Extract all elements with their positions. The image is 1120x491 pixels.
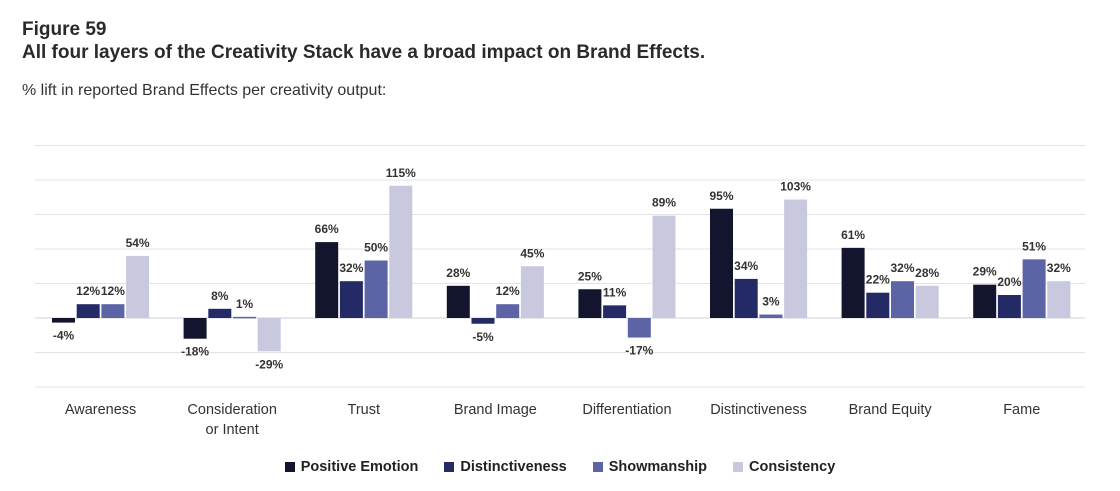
data-label: 50% <box>364 241 388 255</box>
bar <box>710 208 733 318</box>
bar <box>52 318 75 323</box>
bar <box>446 285 470 318</box>
bar <box>315 242 339 318</box>
data-label: 32% <box>1047 261 1071 275</box>
bar <box>183 318 207 339</box>
data-label: 1% <box>236 297 254 311</box>
data-label: 95% <box>709 189 733 203</box>
category-label: Consideration <box>187 402 276 418</box>
data-label: 45% <box>520 246 544 260</box>
data-label: -4% <box>53 329 75 343</box>
data-label: 29% <box>973 265 997 279</box>
bar <box>208 308 232 318</box>
bar <box>389 185 413 318</box>
data-label: 3% <box>762 295 780 309</box>
data-label: 8% <box>211 289 229 303</box>
data-label: 66% <box>315 222 339 236</box>
category-label: Differentiation <box>582 402 671 418</box>
figure-label: Figure 59 <box>22 19 107 40</box>
data-label: 25% <box>578 269 602 283</box>
data-label: -5% <box>472 330 494 344</box>
data-label: 32% <box>890 261 914 275</box>
data-label: 32% <box>339 261 363 275</box>
legend-swatch <box>592 462 603 472</box>
bar <box>866 292 890 318</box>
legend: Positive Emotion Distinctiveness Showman… <box>0 459 1120 475</box>
bar <box>734 278 758 318</box>
category-label: Awareness <box>65 402 136 418</box>
category-label: Fame <box>1003 402 1040 418</box>
bar <box>101 304 125 318</box>
bar <box>627 318 651 338</box>
legend-item-showmanship: Showmanship <box>592 459 708 475</box>
legend-label: Distinctiveness <box>460 459 567 475</box>
category-label: or Intent <box>206 422 259 438</box>
bar <box>126 255 150 318</box>
category-label: Distinctiveness <box>710 402 807 418</box>
bar <box>76 304 100 318</box>
bar <box>471 318 495 324</box>
bar <box>784 199 808 318</box>
category-label: Trust <box>348 402 381 418</box>
data-label: 89% <box>652 196 676 210</box>
legend-item-consistency: Consistency <box>733 459 835 475</box>
data-label: 103% <box>780 180 811 194</box>
data-label: 34% <box>734 259 758 273</box>
data-label: 20% <box>997 275 1021 289</box>
chart-subtitle: % lift in reported Brand Effects per cre… <box>22 82 387 99</box>
bar <box>973 284 997 318</box>
figure-heading: Figure 59 All four layers of the Creativ… <box>22 18 705 64</box>
data-label: -18% <box>181 345 209 359</box>
legend-swatch <box>444 462 455 472</box>
legend-item-distinctiveness: Distinctiveness <box>444 459 567 475</box>
bar <box>841 247 865 318</box>
bar <box>915 285 939 318</box>
bar <box>759 314 783 318</box>
legend-label: Positive Emotion <box>300 459 419 475</box>
legend-label: Consistency <box>749 459 836 475</box>
bar <box>339 281 363 318</box>
bar <box>257 318 281 352</box>
data-label: 28% <box>446 266 470 280</box>
data-label: 51% <box>1022 239 1046 253</box>
bar <box>1047 281 1071 318</box>
bar <box>997 295 1021 318</box>
bar <box>603 305 627 318</box>
bar <box>520 266 544 318</box>
data-label: -29% <box>255 357 283 371</box>
data-label: 22% <box>866 273 890 287</box>
data-label: 61% <box>841 228 865 242</box>
bar <box>891 281 914 318</box>
bar <box>233 316 256 319</box>
data-label: 28% <box>915 266 939 280</box>
legend-swatch <box>733 462 744 472</box>
chart-title: All four layers of the Creativity Stack … <box>22 42 706 63</box>
legend-item-positive-emotion: Positive Emotion <box>284 459 419 475</box>
data-label: 115% <box>386 166 416 180</box>
bar <box>652 215 676 318</box>
bar <box>364 260 388 318</box>
data-label: 12% <box>101 284 125 298</box>
legend-label: Showmanship <box>608 459 708 475</box>
data-label: 12% <box>76 284 100 298</box>
bar <box>1022 259 1046 318</box>
category-label: Brand Equity <box>849 402 933 418</box>
data-label: -17% <box>625 344 653 358</box>
data-label: 12% <box>496 284 520 298</box>
bar <box>496 304 520 318</box>
data-label: 11% <box>603 285 627 299</box>
data-label: 54% <box>126 236 150 250</box>
legend-swatch <box>284 462 295 472</box>
bar <box>578 289 602 318</box>
category-label: Brand Image <box>454 402 537 418</box>
